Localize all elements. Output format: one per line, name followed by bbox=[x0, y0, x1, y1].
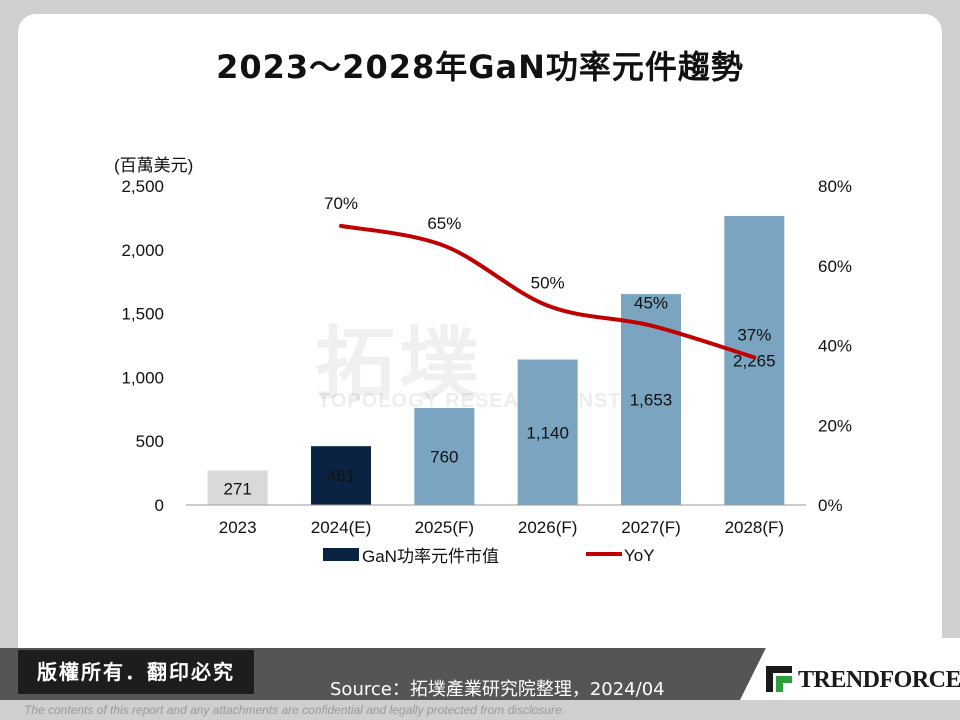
bar bbox=[517, 359, 578, 505]
line-series bbox=[339, 223, 757, 360]
brand-logo-text: TRENDFORCE bbox=[798, 667, 960, 693]
bar bbox=[311, 446, 371, 505]
left-tick-label: 1,000 bbox=[121, 368, 164, 387]
disclaimer-text: The contents of this report and any atta… bbox=[24, 703, 565, 717]
yoy-value-label: 70% bbox=[324, 194, 358, 213]
copyright-notice: 版權所有．翻印必究 bbox=[18, 650, 254, 694]
yoy-value-label: 45% bbox=[634, 294, 668, 313]
chart-title: 2023～2028年GaN功率元件趨勢 bbox=[216, 48, 744, 86]
watermark-text: 拓墣 bbox=[315, 318, 483, 411]
left-tick-label: 2,500 bbox=[121, 177, 164, 196]
trendforce-logo-icon bbox=[766, 666, 792, 692]
bar-series bbox=[207, 215, 785, 505]
right-axis: 0% 20% 40% 60% 80% bbox=[818, 177, 852, 515]
left-axis: 0 500 1,000 1,500 2,000 2,500 bbox=[121, 177, 164, 515]
bar-value-label: 760 bbox=[430, 448, 458, 467]
bar bbox=[414, 408, 475, 505]
bar bbox=[207, 470, 268, 505]
right-tick-label: 60% bbox=[818, 257, 852, 276]
legend-bar-swatch bbox=[323, 548, 359, 561]
left-tick-label: 500 bbox=[136, 432, 164, 451]
legend-line-label: YoY bbox=[624, 546, 655, 565]
slide-card: 2023～2028年GaN功率元件趨勢 bbox=[18, 14, 942, 694]
x-tick-label: 2025(F) bbox=[415, 518, 475, 537]
bar-value-label: 1,653 bbox=[630, 391, 673, 410]
watermark-subtext: TOPOLOGY RESEARCH INSTITUTE bbox=[318, 390, 685, 412]
bar-labels: 271 461 760 1,140 1,653 2,265 bbox=[223, 351, 775, 498]
legend: GaN功率元件市值 YoY bbox=[323, 546, 655, 566]
bar-value-label: 461 bbox=[327, 467, 355, 486]
yoy-value-label: 65% bbox=[427, 214, 461, 233]
x-tick-label: 2023 bbox=[219, 518, 257, 537]
right-tick-label: 20% bbox=[818, 416, 852, 435]
right-tick-label: 40% bbox=[818, 337, 852, 356]
right-tick-label: 0% bbox=[818, 496, 843, 515]
x-tick-label: 2027(F) bbox=[621, 518, 681, 537]
x-tick-label: 2024(E) bbox=[311, 518, 371, 537]
bar bbox=[724, 215, 785, 505]
line-labels: 70% 65% 50% 45% 37% bbox=[324, 194, 771, 345]
bar-value-label: 271 bbox=[223, 479, 251, 498]
x-tick-label: 2026(F) bbox=[518, 518, 578, 537]
yoy-value-label: 50% bbox=[531, 274, 565, 293]
left-tick-label: 1,500 bbox=[121, 305, 164, 324]
x-tick-label: 2028(F) bbox=[725, 518, 785, 537]
legend-bar-label: GaN功率元件市值 bbox=[362, 547, 499, 566]
source-note: Source：拓墣產業研究院整理，2024/04 bbox=[330, 679, 665, 700]
left-tick-label: 2,000 bbox=[121, 241, 164, 260]
left-tick-label: 0 bbox=[155, 496, 164, 515]
x-axis: 2023 2024(E) 2025(F) 2026(F) 2027(F) 2028(F) bbox=[186, 504, 806, 537]
bar-value-label: 2,265 bbox=[733, 351, 776, 370]
bar-value-label: 1,140 bbox=[526, 423, 569, 442]
yoy-line bbox=[339, 223, 757, 360]
yoy-value-label: 37% bbox=[737, 325, 771, 344]
y-unit-label: (百萬美元) bbox=[114, 156, 193, 175]
right-tick-label: 80% bbox=[818, 177, 852, 196]
